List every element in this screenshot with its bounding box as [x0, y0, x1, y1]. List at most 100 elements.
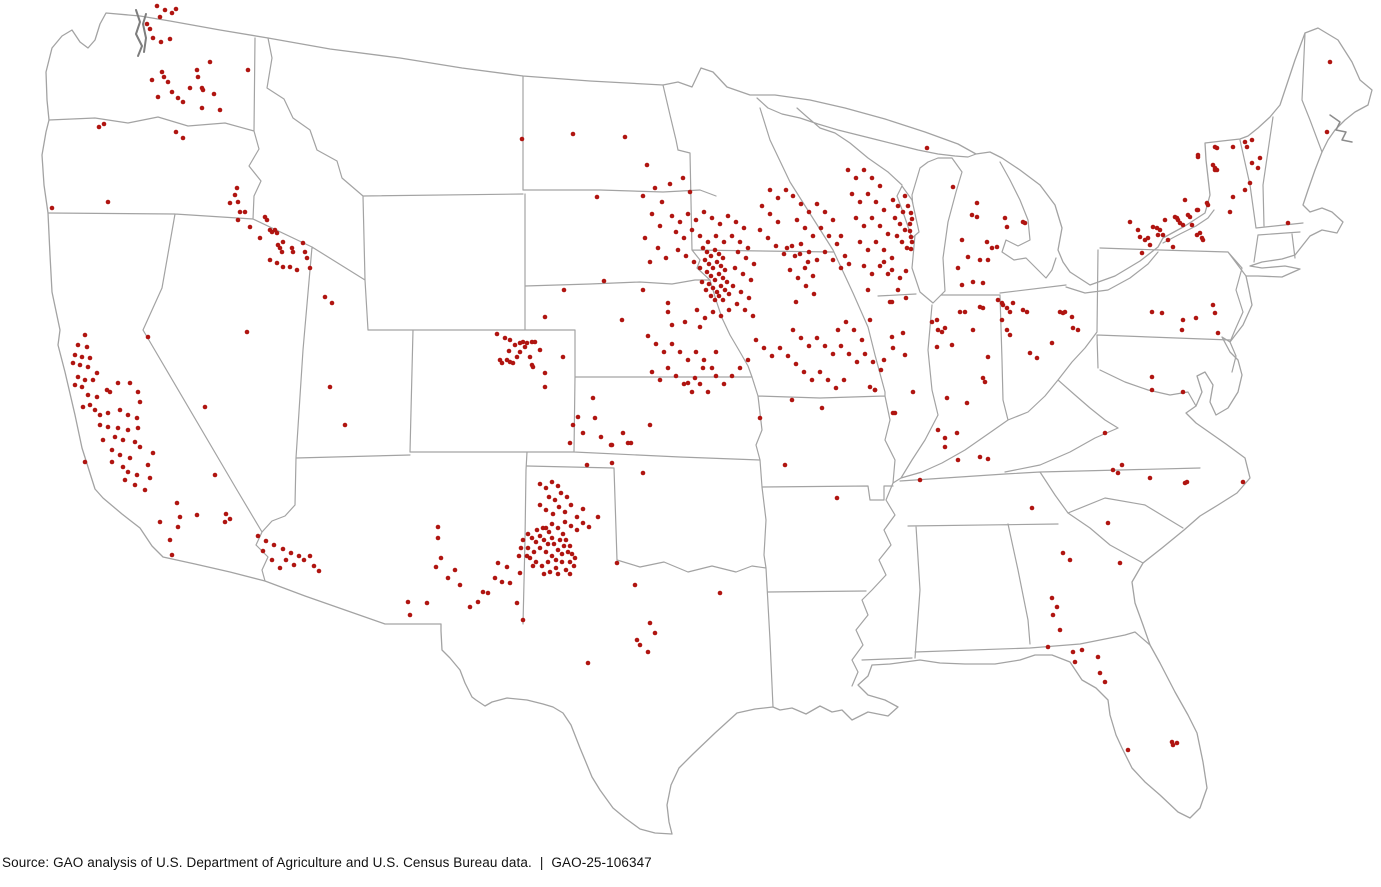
location-dot	[741, 225, 747, 231]
location-dot	[699, 279, 705, 285]
location-dot	[969, 212, 975, 218]
location-dot	[720, 255, 726, 261]
location-dot	[706, 281, 712, 287]
location-dot	[556, 504, 562, 510]
location-dot	[842, 253, 848, 259]
location-dot	[561, 543, 567, 549]
location-dot	[530, 563, 536, 569]
location-dot	[558, 490, 564, 496]
location-dot	[598, 434, 604, 440]
location-dot	[985, 354, 991, 360]
location-dot	[105, 199, 111, 205]
report-number: GAO-25-106347	[551, 855, 652, 870]
location-dot	[211, 91, 217, 97]
location-dot	[529, 535, 535, 541]
location-dot	[537, 347, 543, 353]
location-dot	[924, 145, 930, 151]
location-dot	[905, 203, 911, 209]
location-dot	[561, 287, 567, 293]
location-dot	[507, 580, 513, 586]
location-dot	[506, 348, 512, 354]
location-dot	[677, 219, 683, 225]
location-dot	[532, 339, 538, 345]
location-dot	[601, 278, 607, 284]
location-dot	[825, 377, 831, 383]
location-dot	[546, 494, 552, 500]
location-dot	[878, 367, 884, 373]
location-dot	[634, 637, 640, 643]
location-dot	[980, 375, 986, 381]
location-dot	[277, 245, 283, 251]
location-dot	[405, 599, 411, 605]
location-dot	[519, 136, 525, 142]
location-dot	[1180, 389, 1186, 395]
location-dot	[797, 251, 803, 257]
location-dot	[826, 233, 832, 239]
location-dot	[174, 500, 180, 506]
location-dot	[908, 234, 914, 240]
location-dot	[274, 260, 280, 266]
location-dot	[82, 459, 88, 465]
location-dot	[1215, 330, 1221, 336]
location-dot	[708, 253, 714, 259]
location-dot	[247, 224, 253, 230]
location-dot	[955, 457, 961, 463]
location-dot	[934, 344, 940, 350]
location-dot	[543, 485, 549, 491]
location-dot	[806, 343, 812, 349]
location-dot	[694, 307, 700, 313]
location-dot	[564, 494, 570, 500]
location-dot	[729, 233, 735, 239]
location-dot	[767, 211, 773, 217]
location-dot	[721, 239, 727, 245]
location-dot	[870, 359, 876, 365]
location-dot	[149, 77, 155, 83]
location-dot	[175, 524, 181, 530]
location-dot	[1150, 224, 1156, 230]
location-dot	[560, 531, 566, 537]
location-dot	[689, 227, 695, 233]
location-dot	[291, 562, 297, 568]
location-dot	[910, 389, 916, 395]
location-dot	[673, 373, 679, 379]
location-dot	[173, 129, 179, 135]
location-dot	[195, 74, 201, 80]
location-dot	[702, 315, 708, 321]
location-dot	[1127, 219, 1133, 225]
location-dot	[1155, 232, 1161, 238]
location-dot	[806, 249, 812, 255]
location-dot	[792, 253, 798, 259]
location-dot	[743, 255, 749, 261]
location-dot	[1174, 740, 1180, 746]
location-dot	[217, 107, 223, 113]
location-dot	[169, 552, 175, 558]
location-dot	[902, 352, 908, 358]
location-dot	[637, 642, 643, 648]
location-dot	[549, 535, 555, 541]
location-dot	[737, 365, 743, 371]
location-dot	[49, 205, 55, 211]
location-dot	[935, 427, 941, 433]
location-dot	[907, 228, 913, 234]
location-dot	[296, 553, 302, 559]
location-dot	[663, 255, 669, 261]
location-dot	[107, 389, 113, 395]
location-dot	[712, 247, 718, 253]
location-dot	[433, 564, 439, 570]
location-dot	[647, 422, 653, 428]
location-dot	[720, 275, 726, 281]
location-dot	[704, 249, 710, 255]
location-dot	[738, 289, 744, 295]
location-dot	[82, 377, 88, 383]
location-dot	[889, 299, 895, 305]
location-dot	[294, 267, 300, 273]
location-dot	[127, 455, 133, 461]
location-dot	[984, 239, 990, 245]
location-dot	[862, 351, 868, 357]
location-dot	[263, 538, 269, 544]
location-dot	[977, 257, 983, 263]
location-dot	[227, 200, 233, 206]
location-dot	[567, 543, 573, 549]
location-dot	[681, 235, 687, 241]
location-dot	[890, 410, 896, 416]
